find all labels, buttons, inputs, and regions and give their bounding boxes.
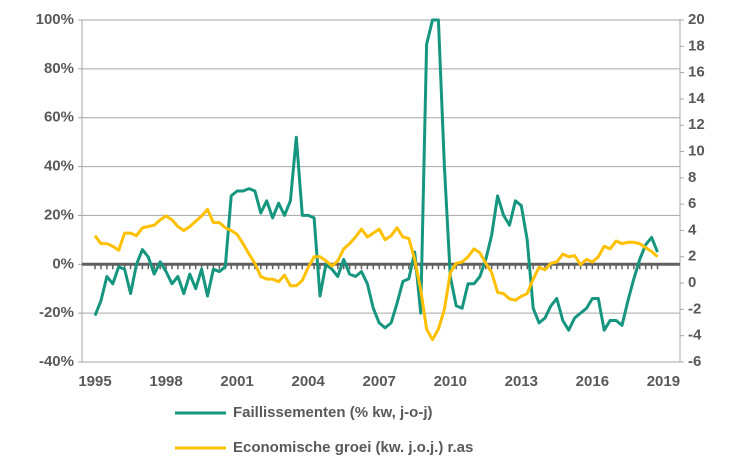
x-tick-label: 2013	[505, 373, 538, 390]
x-tick-label: 2016	[576, 373, 609, 390]
y2-tick-label: 20	[688, 11, 705, 28]
y-tick-label: 60%	[44, 109, 74, 126]
y-tick-label: 0%	[52, 255, 74, 272]
series-line	[93, 18, 659, 332]
y-tick-label: 100%	[36, 11, 74, 28]
legend-label: Economische groei (kw. j.o.j.) r.as	[233, 439, 473, 456]
x-tick-label: 2001	[220, 373, 253, 390]
y2-tick-label: 12	[688, 116, 705, 133]
y2-tick-label: -6	[688, 353, 701, 370]
y-tick-label: -20%	[39, 304, 74, 321]
y2-tick-label: 4	[688, 221, 697, 238]
y2-tick-label: -2	[688, 300, 701, 317]
y2-tick-label: 18	[688, 37, 705, 54]
x-tick-label: 2010	[434, 373, 467, 390]
y2-tick-label: -4	[688, 327, 702, 344]
y2-tick-label: 16	[688, 64, 705, 81]
y2-tick-label: 2	[688, 248, 696, 265]
x-tick-label: 2007	[363, 373, 396, 390]
y-tick-label: 20%	[44, 206, 74, 223]
y2-tick-label: 6	[688, 195, 696, 212]
x-tick-label: 1998	[149, 373, 182, 390]
x-tick-label: 2004	[291, 373, 325, 390]
y2-tick-label: 0	[688, 274, 696, 291]
x-tick-label: 2019	[647, 373, 680, 390]
y2-tick-label: 8	[688, 169, 696, 186]
y-tick-label: 80%	[44, 60, 74, 77]
legend-label: Faillissementen (% kw, j-o-j)	[233, 404, 432, 421]
y-tick-label: 40%	[44, 158, 74, 175]
series-line	[93, 207, 659, 342]
x-tick-label: 1995	[78, 373, 111, 390]
y2-tick-label: 10	[688, 143, 705, 160]
y-tick-label: -40%	[39, 353, 74, 370]
y2-tick-label: 14	[688, 90, 705, 107]
